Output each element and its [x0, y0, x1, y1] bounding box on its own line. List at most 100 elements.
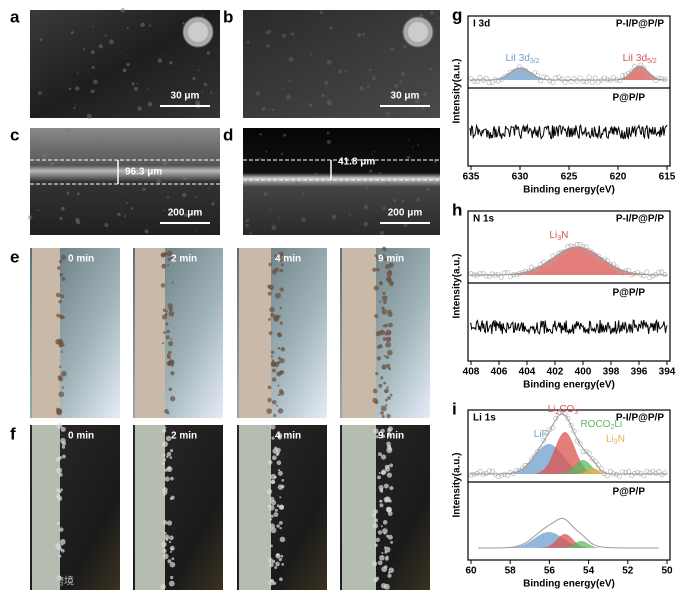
deposit — [278, 521, 283, 525]
texture — [201, 91, 204, 93]
texture — [371, 153, 373, 155]
raw-point — [483, 470, 489, 476]
raw-point — [510, 471, 516, 477]
x-tick-label: 630 — [512, 172, 529, 183]
deposit — [161, 541, 167, 547]
deposit — [268, 284, 274, 290]
raw-point — [607, 261, 613, 267]
texture — [302, 192, 305, 195]
deposit — [276, 371, 282, 377]
texture — [266, 43, 271, 48]
raw-point — [471, 78, 477, 84]
raw-point — [641, 473, 647, 479]
raw-point — [489, 271, 495, 277]
texture — [124, 214, 127, 218]
deposit — [269, 306, 275, 313]
deposit — [60, 254, 67, 260]
deposit — [62, 454, 66, 459]
deposit — [382, 337, 387, 341]
texture — [93, 79, 98, 85]
deposit — [56, 422, 63, 429]
texture — [283, 133, 287, 137]
texture — [331, 214, 337, 220]
deposit — [268, 262, 273, 267]
deposit — [268, 317, 271, 321]
texture — [326, 60, 332, 65]
deposit — [276, 460, 282, 466]
texture — [90, 89, 95, 94]
deposit — [270, 350, 275, 354]
raw-point — [553, 415, 559, 421]
texture — [182, 192, 187, 198]
envelope — [478, 517, 659, 549]
sample-bottom: P@P/P — [612, 487, 645, 498]
texture — [390, 47, 395, 52]
deposit — [375, 435, 379, 439]
thickness-label: 96.3 μm — [125, 167, 162, 178]
x-tick-label: 406 — [491, 367, 508, 378]
label-part: Li — [614, 419, 622, 430]
deposit — [166, 250, 173, 257]
electrode-strip — [135, 248, 165, 418]
sample-bottom: P@P/P — [612, 93, 645, 104]
deposit — [382, 366, 385, 370]
deposit — [276, 524, 280, 528]
raw-point — [635, 270, 641, 276]
scale-bar-label: 30 μm — [391, 91, 420, 102]
raw-point — [644, 269, 650, 275]
texture — [288, 56, 294, 62]
deposit — [171, 281, 174, 284]
x-tick-label: 402 — [547, 367, 564, 378]
peak-label: Li3N — [549, 230, 568, 242]
deposit — [58, 472, 63, 477]
texture — [362, 32, 366, 36]
x-tick-label: 620 — [610, 172, 627, 183]
texture — [44, 117, 46, 119]
deposit — [279, 390, 285, 396]
deposit — [61, 315, 65, 320]
deposit — [270, 544, 273, 548]
x-axis-label: Binding energy(eV) — [523, 579, 615, 590]
deposit — [58, 342, 63, 348]
deposit — [167, 350, 172, 355]
texture — [194, 229, 196, 232]
raw-point — [517, 468, 523, 474]
deposit — [170, 547, 174, 551]
deposit — [268, 331, 273, 336]
texture — [137, 144, 140, 146]
deposit — [161, 263, 167, 269]
deposit — [373, 518, 378, 523]
deposit — [60, 543, 64, 546]
x-tick-label: 408 — [463, 367, 480, 378]
peak-label: Li3N — [606, 434, 625, 446]
texture — [39, 38, 43, 41]
deposit — [374, 314, 379, 319]
texture — [282, 87, 284, 89]
texture — [347, 210, 349, 212]
deposit — [164, 476, 170, 482]
texture — [246, 40, 250, 44]
texture — [278, 216, 281, 219]
deposit — [268, 504, 275, 511]
raw-point — [647, 275, 653, 281]
raw-point — [574, 78, 580, 84]
deposit — [379, 329, 386, 336]
raw-point — [629, 69, 635, 75]
inset-photo-inner — [188, 22, 208, 42]
x-tick-label: 396 — [631, 367, 648, 378]
deposit — [379, 499, 383, 503]
texture — [44, 53, 46, 55]
raw-point — [535, 449, 541, 455]
texture — [91, 65, 95, 69]
deposit — [171, 557, 175, 561]
deposit — [274, 254, 279, 259]
deposit — [387, 322, 393, 328]
deposit — [271, 399, 277, 405]
deposit — [163, 331, 166, 334]
deposit — [377, 560, 383, 566]
label-part: 2 — [610, 424, 614, 431]
peak-fill — [559, 541, 602, 548]
deposit — [55, 575, 62, 581]
deposit — [266, 408, 272, 414]
deposit — [170, 371, 175, 376]
